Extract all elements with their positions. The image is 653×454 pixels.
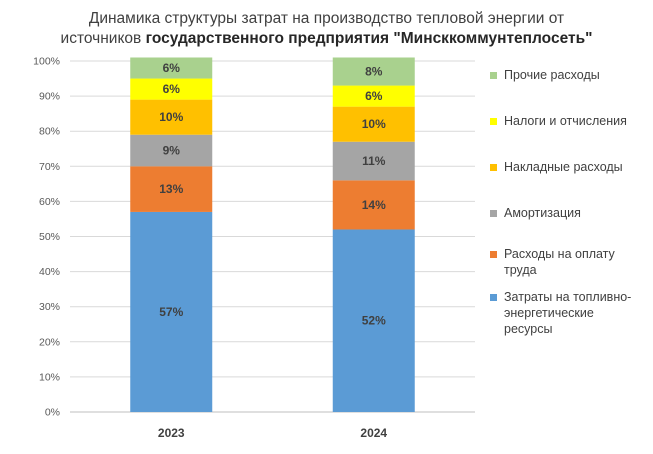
y-tick-label: 10% [39, 371, 60, 383]
legend-label-line: Расходы на оплату [504, 247, 615, 261]
legend-label: Затраты на топливно-энергетические ресурс… [504, 289, 631, 337]
legend-item: Затраты на топливно-энергетические ресурс… [490, 289, 631, 337]
bar-segment [332, 57, 415, 86]
data-label: 10% [159, 110, 183, 124]
legend-label: Налоги и отчисления [504, 113, 627, 129]
y-tick-label: 90% [39, 91, 60, 103]
y-tick-label: 40% [39, 266, 60, 278]
legend-item: Расходы на оплату труда [490, 246, 615, 278]
bar-segment [130, 57, 213, 79]
chart-title-organization: государственного предприятия "Минсккомму… [145, 30, 593, 47]
y-tick-label: 20% [39, 336, 60, 348]
bar-segment [332, 85, 415, 107]
legend-item: Накладные расходы [490, 159, 623, 175]
legend-item: Амортизация [490, 205, 581, 221]
bar-segment [332, 106, 415, 142]
data-label: 52% [362, 314, 386, 328]
chart-title-line-1: Динамика структуры затрат на производств… [88, 10, 565, 27]
legend-item: Налоги и отчисления [490, 113, 627, 129]
bar-segment [332, 180, 415, 230]
chart-title-line-2: источников государственного предприятия … [0, 29, 653, 49]
data-label: 6% [163, 61, 181, 75]
legend-label-line: Амортизация [504, 206, 581, 220]
legend-label-line: Прочие расходы [504, 68, 600, 82]
data-label: 14% [362, 198, 386, 212]
legend-label-line: ресурсы [504, 322, 553, 336]
data-label: 6% [163, 82, 181, 96]
legend-label-line: Накладные расходы [504, 160, 623, 174]
legend-swatch [490, 251, 497, 258]
legend-item: Прочие расходы [490, 67, 600, 83]
legend-label-line: труда [504, 263, 537, 277]
chart-title-prefix: источников [60, 30, 146, 47]
bar-segment [130, 78, 213, 100]
legend-swatch [490, 118, 497, 125]
y-tick-label: 30% [39, 301, 60, 313]
legend-swatch [490, 210, 497, 217]
bar-segment [130, 166, 213, 212]
data-label: 6% [365, 89, 383, 103]
legend-swatch [490, 164, 497, 171]
x-tick-label: 2023 [158, 426, 185, 440]
data-label: 11% [362, 154, 386, 168]
x-tick-label: 2024 [360, 426, 387, 440]
bar-segment [130, 211, 213, 412]
legend-label: Амортизация [504, 205, 581, 221]
legend-swatch [490, 294, 497, 301]
y-tick-label: 100% [33, 56, 60, 68]
bar-segment [130, 134, 213, 167]
y-tick-label: 60% [39, 196, 60, 208]
data-label: 10% [362, 117, 386, 131]
y-tick-label: 70% [39, 161, 60, 173]
legend-label-line: энергетические [504, 306, 594, 320]
legend-label: Расходы на оплату труда [504, 246, 615, 278]
y-tick-label: 50% [39, 231, 60, 243]
chart-title: Динамика структуры затрат на производств… [0, 9, 653, 49]
y-tick-label: 80% [39, 126, 60, 138]
legend-swatch [490, 72, 497, 79]
y-tick-label: 0% [45, 407, 60, 419]
bar-segment [130, 99, 213, 135]
legend-label-line: Затраты на топливно- [504, 290, 632, 304]
data-label: 57% [159, 305, 183, 319]
data-label: 8% [365, 65, 383, 79]
bar-segment [332, 229, 415, 412]
legend-label: Прочие расходы [504, 67, 600, 83]
data-label: 9% [163, 144, 181, 158]
legend-label: Накладные расходы [504, 159, 623, 175]
bar-segment [332, 141, 415, 181]
legend-label-line: Налоги и отчисления [504, 114, 627, 128]
data-label: 13% [159, 182, 183, 196]
